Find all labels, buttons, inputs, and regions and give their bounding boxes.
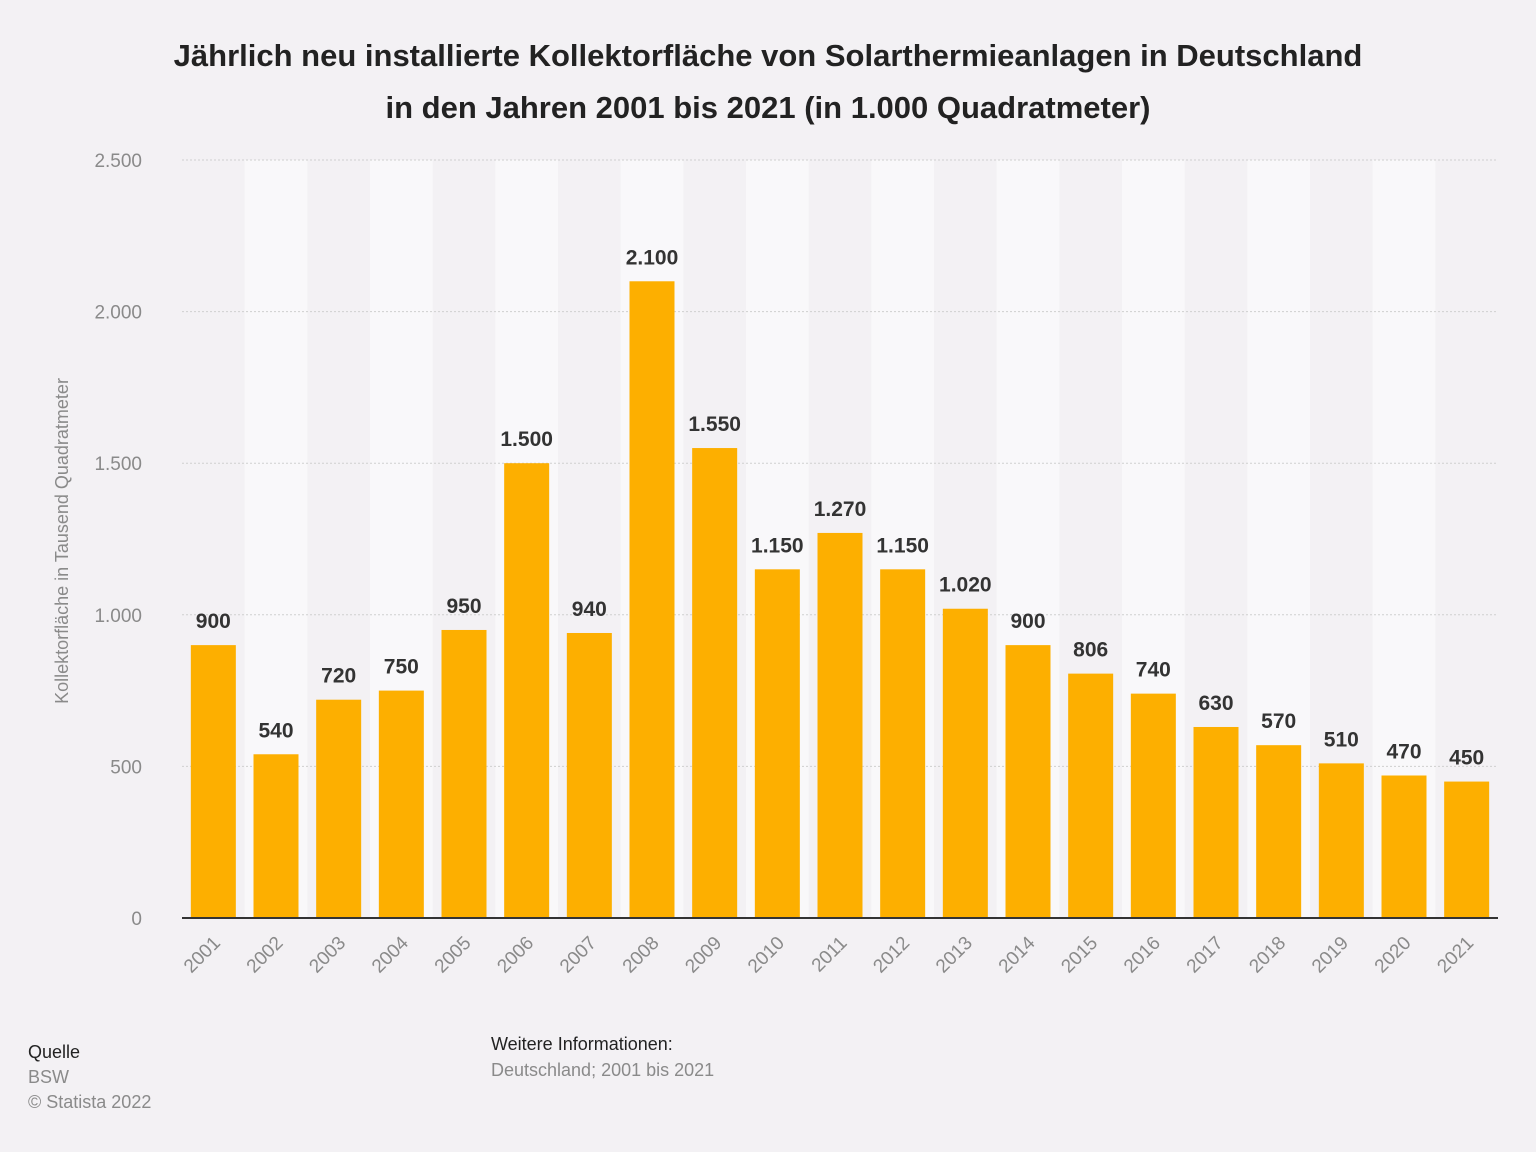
bar [1130,693,1176,918]
bar [190,645,236,918]
bar [378,690,424,918]
bar [504,463,550,918]
value-label: 950 [446,595,481,618]
value-label: 630 [1198,692,1233,715]
info-heading: Weitere Informationen: [491,1034,673,1054]
x-tick-label: 2018 [1245,933,1290,978]
y-tick-label: 2.000 [94,303,142,324]
x-tick-label: 2002 [243,933,288,978]
x-tick-label: 2016 [1120,933,1165,978]
value-label: 470 [1386,740,1421,763]
chart-title-line-1: Jährlich neu installierte Kollektorfläch… [173,38,1363,73]
value-label: 570 [1261,710,1296,733]
bar [253,754,299,918]
value-label: 540 [258,719,293,742]
x-tick-label: 2009 [681,933,726,978]
x-tick-label: 2011 [808,933,852,977]
x-tick-label: 2010 [744,933,789,978]
chart-title-line-2: in den Jahren 2001 bis 2021 (in 1.000 Qu… [385,90,1151,125]
x-tick-label: 2003 [305,933,350,978]
x-tick-label: 2019 [1308,933,1353,978]
y-axis-ticks: 0 500 1.000 1.500 2.000 2.500 [94,151,142,930]
x-axis-ticks: 2001 2002 2003 2004 2005 2006 2007 2008 2009 2010… [180,932,1478,977]
bar [880,569,926,918]
x-tick-label: 2017 [1183,933,1228,978]
x-tick-label: 2007 [556,933,601,978]
x-tick-label: 2015 [1057,933,1102,978]
value-label: 1.150 [876,534,929,557]
copyright: © Statista 2022 [28,1092,152,1112]
y-tick-label: 1.000 [94,606,142,627]
x-tick-label: 2012 [869,933,914,978]
source-block: Quelle BSW © Statista 2022 [28,1040,151,1115]
value-labels: 900 540 720 750 950 1.500 940 2.100 1.550 1.150 1.… [196,246,1484,769]
bar [1318,763,1364,918]
value-label: 900 [196,610,231,633]
bar [441,629,487,918]
bar [316,699,362,918]
bar [566,632,612,918]
bar [1068,673,1114,918]
value-label: 940 [572,598,607,621]
value-label: 900 [1010,610,1045,633]
bar [629,281,675,918]
x-tick-label: 2006 [493,933,538,978]
value-label: 740 [1136,659,1171,682]
bar [754,569,800,918]
bars [190,281,1490,918]
y-tick-label: 0 [131,909,142,930]
x-tick-label: 2005 [431,933,476,978]
bar [1381,775,1427,918]
chart-title: Jährlich neu installierte Kollektorfläch… [60,30,1476,134]
value-label: 450 [1449,747,1484,770]
bar [1256,745,1302,918]
x-tick-label: 2004 [368,932,413,977]
x-tick-label: 2021 [1433,933,1478,978]
value-label: 720 [321,665,356,688]
x-tick-label: 2013 [932,933,977,978]
y-tick-label: 500 [110,757,142,778]
value-label: 1.270 [814,498,867,521]
bar [942,608,988,918]
bar [1444,781,1490,918]
value-label: 1.500 [500,428,553,451]
bar [1005,645,1051,918]
x-tick-label: 2008 [619,933,664,978]
y-axis-label: Kollektorfläche in Tausend Quadratmeter [52,378,72,704]
bar [817,532,863,918]
x-tick-label: 2001 [180,933,225,978]
value-label: 806 [1073,639,1108,662]
info-detail: Deutschland; 2001 bis 2021 [491,1060,715,1080]
bar [1193,726,1239,918]
y-tick-label: 1.500 [94,454,142,475]
x-tick-label: 2020 [1371,933,1416,978]
value-label: 2.100 [626,246,679,269]
source-heading: Quelle [28,1042,81,1062]
bar [692,448,738,918]
source-name: BSW [28,1067,70,1087]
value-label: 750 [384,656,419,679]
x-tick-label: 2014 [995,932,1040,977]
value-label: 1.150 [751,534,804,557]
value-label: 1.550 [688,413,741,436]
info-block: Weitere Informationen: Deutschland; 2001… [491,1031,714,1083]
value-label: 1.020 [939,574,992,597]
value-label: 510 [1324,728,1359,751]
y-tick-label: 2.500 [94,151,142,172]
